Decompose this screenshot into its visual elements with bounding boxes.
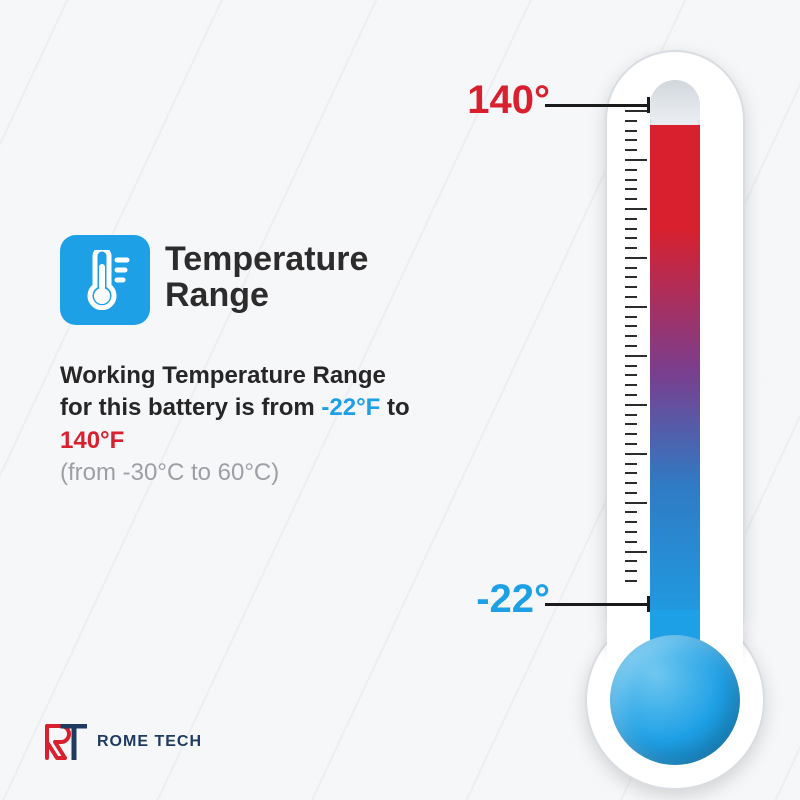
tick-mark — [625, 492, 637, 494]
tick-mark — [625, 521, 637, 523]
tick-mark — [625, 335, 637, 337]
tick-mark — [625, 511, 637, 513]
tick-mark — [625, 551, 647, 553]
tick-mark — [625, 169, 637, 171]
tick-mark — [625, 580, 637, 582]
cold-label: -22° — [476, 577, 550, 622]
tick-mark — [625, 463, 637, 465]
tick-mark — [625, 316, 637, 318]
tick-mark — [625, 149, 637, 151]
tick-mark — [625, 414, 637, 416]
hot-indicator-line — [545, 104, 650, 107]
desc-celsius: (from -30°C to 60°C) — [60, 459, 279, 486]
tick-mark — [625, 374, 637, 376]
tick-mark — [625, 159, 647, 161]
tick-mark — [625, 286, 637, 288]
tick-mark — [625, 541, 637, 543]
hot-label: 140° — [467, 78, 550, 123]
desc-cold-value: -22°F — [321, 394, 380, 421]
thermometer-bulb — [610, 635, 740, 765]
tick-mark — [625, 404, 647, 406]
tick-mark — [625, 472, 637, 474]
cold-indicator-line — [545, 603, 650, 606]
tick-mark — [625, 570, 637, 572]
tick-mark — [625, 384, 637, 386]
tick-mark — [625, 208, 647, 210]
description-block: Working Temperature Range for this batte… — [60, 360, 420, 490]
brand-logo: ROME TECH — [45, 724, 202, 760]
desc-hot-value: 140°F — [60, 427, 124, 454]
cold-indicator-tick — [647, 596, 650, 612]
tick-mark — [625, 228, 637, 230]
tick-mark — [625, 247, 637, 249]
tick-mark — [625, 355, 647, 357]
tick-mark — [625, 257, 647, 259]
tick-mark — [625, 531, 637, 533]
tick-mark — [625, 453, 647, 455]
logo-mark-icon — [45, 724, 87, 760]
tick-mark — [625, 120, 637, 122]
tick-mark — [625, 198, 637, 200]
tick-mark — [625, 502, 647, 504]
tick-mark — [625, 325, 637, 327]
tick-mark — [625, 560, 637, 562]
tick-mark — [625, 237, 637, 239]
heading-temperature-range: TemperatureRange — [165, 242, 368, 313]
thermometer-icon-svg — [77, 250, 133, 310]
tick-mark — [625, 306, 647, 308]
tick-mark — [625, 345, 637, 347]
thermometer-ticks — [625, 110, 650, 580]
hot-indicator-tick — [647, 97, 650, 113]
tick-mark — [625, 433, 637, 435]
tick-mark — [625, 218, 637, 220]
tick-mark — [625, 267, 637, 269]
tick-mark — [625, 394, 637, 396]
tick-mark — [625, 365, 637, 367]
thermometer: °F — [555, 50, 755, 750]
tick-mark — [625, 139, 637, 141]
infographic-content: TemperatureRange Working Temperature Ran… — [0, 0, 800, 800]
tick-mark — [625, 188, 637, 190]
logo-text: ROME TECH — [97, 733, 202, 751]
tick-mark — [625, 130, 637, 132]
tick-mark — [625, 276, 637, 278]
tick-mark — [625, 423, 637, 425]
desc-mid: to — [380, 394, 409, 421]
tick-mark — [625, 443, 637, 445]
tick-mark — [625, 110, 647, 112]
tick-mark — [625, 296, 637, 298]
thermometer-icon — [60, 235, 150, 325]
thermometer-tube — [650, 80, 700, 640]
tick-mark — [625, 179, 637, 181]
thermometer-fluid — [650, 125, 700, 640]
heading-text: TemperatureRange — [165, 240, 368, 314]
tick-mark — [625, 482, 637, 484]
